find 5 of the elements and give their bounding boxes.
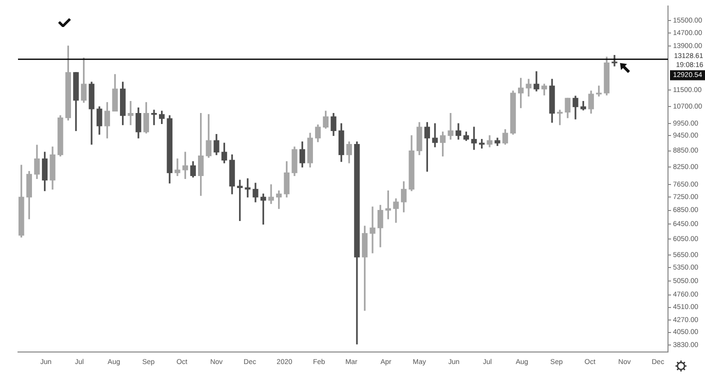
candlestick [174,158,180,176]
candlestick [370,206,376,254]
candlestick [471,126,477,150]
candlestick [151,110,157,126]
candlestick [432,123,438,148]
